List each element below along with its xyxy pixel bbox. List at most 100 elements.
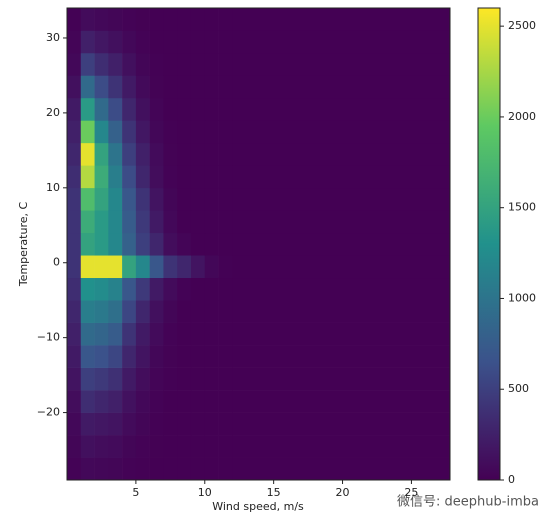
heatmap-cell [163, 457, 178, 481]
heatmap-cell [94, 75, 109, 99]
heatmap-cell [204, 255, 219, 279]
heatmap-cell [149, 390, 164, 413]
heatmap-cell [135, 52, 150, 76]
heatmap-cell [135, 412, 150, 436]
heatmap-cell [67, 8, 82, 31]
heatmap-cell [149, 345, 164, 368]
heatmap-cell [94, 367, 109, 391]
heatmap-cell [149, 232, 164, 256]
heatmap-cell [135, 8, 150, 31]
heatmap-cell [135, 75, 150, 99]
heatmap-cell [122, 457, 137, 481]
heatmap-cell [108, 300, 123, 323]
heatmap-cell [204, 52, 219, 76]
heatmap-cell [232, 367, 451, 391]
heatmap-cell [232, 142, 451, 166]
heatmap-cell [94, 97, 109, 121]
heatmap-cell [163, 345, 178, 368]
heatmap-cell [122, 142, 137, 166]
heatmap-cell [135, 232, 150, 256]
heatmap-cell [190, 345, 206, 368]
heatmap-cell [67, 322, 82, 346]
heatmap-cell [163, 210, 178, 234]
heatmap-cell [80, 435, 95, 458]
heatmap-cell [218, 120, 233, 144]
colorbar-tick-label: 2000 [508, 110, 536, 123]
heatmap-cell [163, 300, 178, 323]
heatmap-cell [232, 412, 451, 436]
heatmap-cell [204, 277, 219, 301]
heatmap-cell [122, 187, 137, 211]
heatmap-cell [204, 120, 219, 144]
heatmap-cell [218, 165, 233, 189]
heatmap-cell [94, 210, 109, 234]
heatmap-cell [218, 255, 233, 279]
heatmap-cell [122, 97, 137, 121]
heatmap-cell [80, 75, 95, 99]
heatmap-cell [94, 187, 109, 211]
heatmap-cell [135, 165, 150, 189]
heatmap-cell [94, 8, 109, 31]
heatmap-cell [94, 345, 109, 368]
heatmap-cell [204, 142, 219, 166]
heatmap-cell [177, 142, 192, 166]
colorbar-tick-label: 2500 [508, 19, 536, 32]
heatmap-cell [218, 210, 233, 234]
heatmap-cell [135, 142, 150, 166]
heatmap-cell [163, 142, 178, 166]
heatmap-cell [135, 30, 150, 54]
heatmap-cell [163, 120, 178, 144]
watermark: 微信号: deephub-imba [397, 495, 539, 510]
heatmap-cell [163, 435, 178, 458]
heatmap-cell [108, 165, 123, 189]
heatmap-cell [190, 52, 206, 76]
y-tick-label: −10 [37, 331, 60, 344]
heatmap-cell [204, 390, 219, 413]
heatmap-cell [232, 345, 451, 368]
heatmap-cell [190, 277, 206, 301]
heatmap-cell [122, 165, 137, 189]
heatmap-cell [177, 277, 192, 301]
heatmap-cell [163, 187, 178, 211]
heatmap-cell [218, 367, 233, 391]
heatmap-cell [232, 165, 451, 189]
heatmap-cell [163, 277, 178, 301]
heatmap-cell [108, 75, 123, 99]
heatmap-cell [177, 457, 192, 481]
heatmap-cell [218, 300, 233, 323]
heatmap-cell [80, 52, 95, 76]
heatmap-cell [94, 255, 109, 279]
y-tick-label: 20 [46, 106, 60, 119]
heatmap-cell [80, 367, 95, 391]
heatmap-cell [108, 30, 123, 54]
heatmap-cell [80, 232, 95, 256]
heatmap-cell [80, 30, 95, 54]
heatmap-cell [149, 457, 164, 481]
heatmap-cell [80, 187, 95, 211]
heatmap-cell [204, 232, 219, 256]
heatmap-cell [177, 165, 192, 189]
heatmap-cell [218, 75, 233, 99]
heatmap-cell [108, 277, 123, 301]
heatmap-cell [163, 232, 178, 256]
x-tick-label: 25 [404, 486, 418, 499]
heatmap-cell [135, 120, 150, 144]
heatmap-cell [204, 187, 219, 211]
heatmap-cell [94, 412, 109, 436]
heatmap-cell [204, 345, 219, 368]
heatmap-cell [135, 187, 150, 211]
heatmap-cell [80, 412, 95, 436]
heatmap-cell [177, 120, 192, 144]
heatmap-cell [149, 97, 164, 121]
heatmap-cell [218, 322, 233, 346]
heatmap-cell [204, 8, 219, 31]
heatmap-cell [67, 75, 82, 99]
heatmap-cell [163, 367, 178, 391]
heatmap-cell [190, 435, 206, 458]
heatmap-cell [122, 367, 137, 391]
heatmap-cell [122, 322, 137, 346]
heatmap-cell [108, 52, 123, 76]
heatmap-cell [218, 30, 233, 54]
heatmap-cell [67, 390, 82, 413]
heatmap-cell [108, 345, 123, 368]
